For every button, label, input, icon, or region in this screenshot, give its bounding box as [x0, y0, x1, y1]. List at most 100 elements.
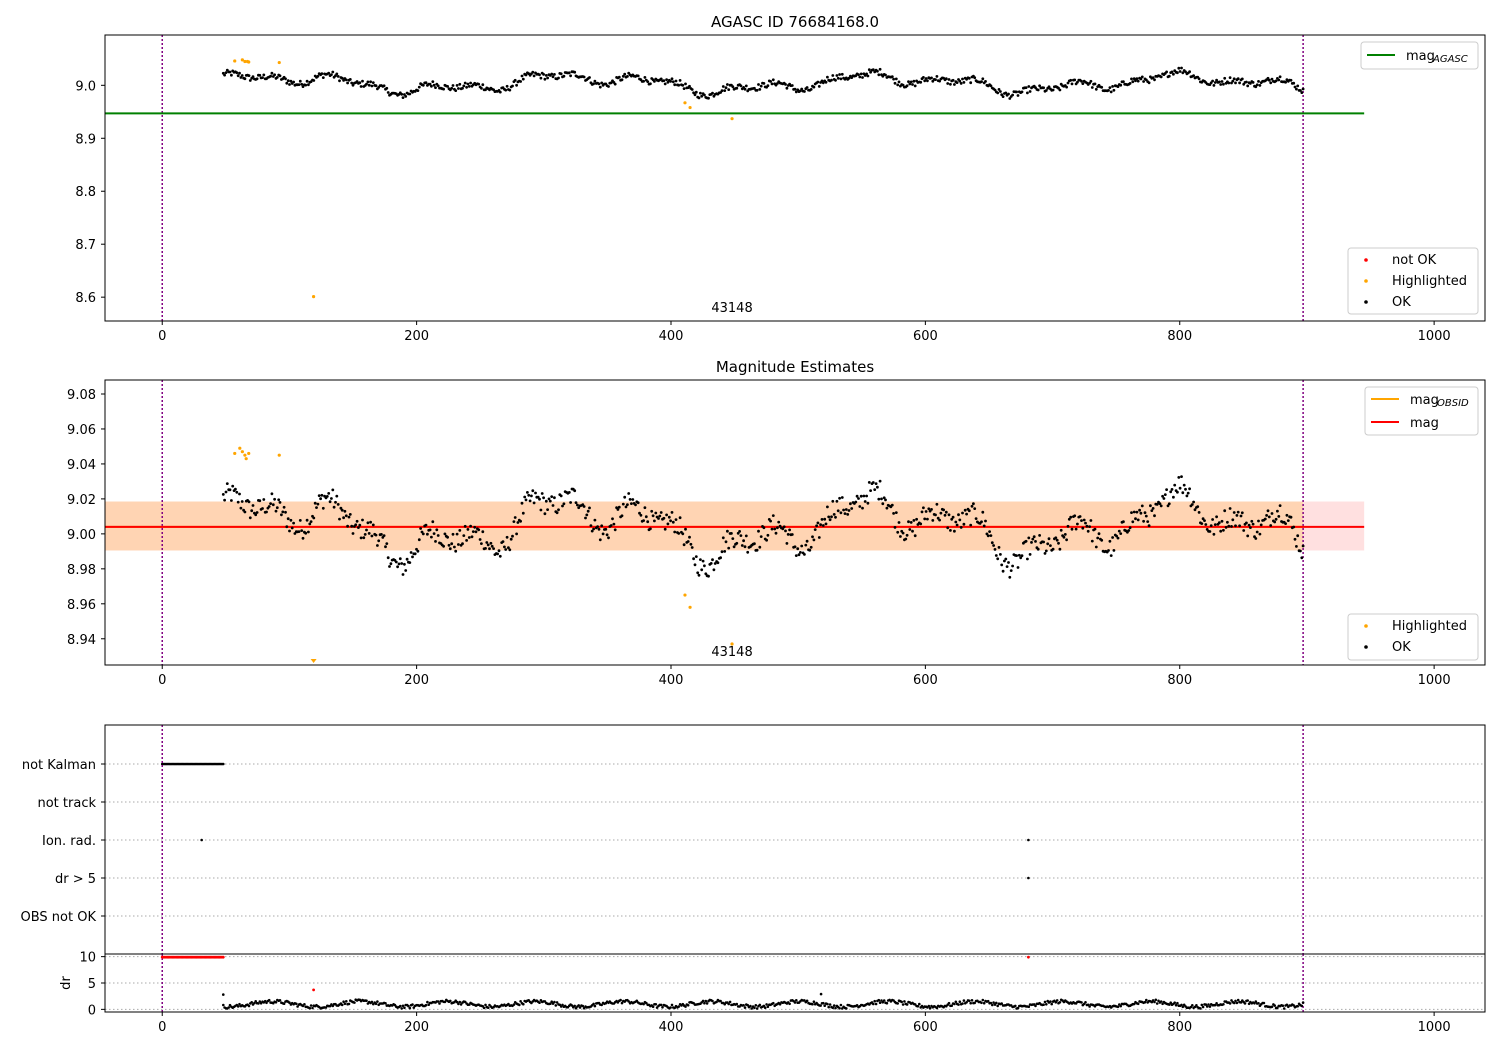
- panel2-ok-point: [1173, 483, 1177, 487]
- panel1-ok-point: [1240, 77, 1244, 81]
- panel1-ok-point: [421, 83, 425, 87]
- panel1-ok-point: [967, 76, 971, 80]
- panel2-ok-point: [1161, 494, 1164, 498]
- panel4-ok-point: [750, 1007, 753, 1010]
- panel2-ok-point: [908, 528, 912, 531]
- panel4-ok-point: [980, 1001, 983, 1005]
- panel2-ok-point: [588, 506, 591, 510]
- panel4-ok-point: [1143, 1000, 1147, 1004]
- panel2-ok-point: [759, 535, 763, 538]
- panel2-ok-point: [1005, 565, 1009, 568]
- panel4-ok-point: [819, 1004, 822, 1007]
- panel4-not-ok-point: [312, 988, 315, 992]
- panel2-ok-point: [1292, 525, 1296, 529]
- panel2-ok-point: [1009, 569, 1013, 572]
- panel2-ok-point: [1131, 520, 1135, 524]
- panel4-ok-point: [758, 1003, 762, 1007]
- panel2-highlighted-point: [730, 642, 734, 646]
- panel1-ok-point: [838, 73, 841, 76]
- panel4-ok-point: [1281, 1004, 1285, 1007]
- panel1-ok-point: [240, 74, 244, 77]
- panel4-ok-point: [399, 1004, 402, 1008]
- panel1-ok-point: [597, 82, 601, 86]
- panel4-ok-point: [1254, 1000, 1258, 1003]
- panel2-ok-point: [609, 524, 613, 527]
- panel1-ok-point: [731, 85, 735, 89]
- panel1-ok-point: [666, 80, 670, 84]
- panel1-ok-point: [711, 91, 714, 95]
- panel1-xtick-label-4: 800: [1167, 329, 1192, 344]
- panel2-ok-point: [280, 513, 283, 517]
- panel4-ok-point: [1236, 998, 1240, 1002]
- panel2-ok-point: [380, 533, 383, 536]
- panel2-ok-point: [1026, 557, 1029, 561]
- panel2-ok-point: [221, 493, 225, 496]
- panel4-ok-point: [257, 1002, 260, 1005]
- panel3-category-label-4: OBS not OK: [21, 910, 97, 925]
- panel1-ok-point: [659, 77, 663, 81]
- panel2-ok-point: [1196, 505, 1200, 508]
- panel1-ok-point: [1080, 79, 1083, 83]
- panel2-highlighted-point: [243, 453, 247, 457]
- panel4-ok-point: [965, 1001, 968, 1004]
- panel1-legend-lines-box: [1360, 41, 1479, 70]
- panel4-ok-point: [554, 1004, 558, 1007]
- panel2-ok-point: [762, 526, 766, 530]
- panel2-ok-point: [784, 529, 787, 533]
- panel2-ok-point: [942, 508, 945, 512]
- panel2-ok-point: [344, 514, 348, 518]
- panel1-ok-point: [930, 76, 933, 80]
- panel4-ok-point: [1155, 1002, 1159, 1005]
- panel3-flag-point: [200, 838, 203, 842]
- panel2-ok-point: [681, 532, 685, 536]
- panel1-ok-point: [1245, 80, 1248, 84]
- panel1-ok-point: [727, 88, 731, 91]
- panel2-ok-point: [1100, 538, 1104, 542]
- panel4-ok-point: [555, 1001, 559, 1004]
- panel2-axes-frame: [104, 379, 1486, 666]
- panel1-ok-point: [417, 85, 421, 89]
- panel2-ok-point: [707, 574, 710, 578]
- panel1-ok-point: [958, 79, 962, 83]
- panel2-ok-point: [861, 506, 864, 510]
- panel2-ok-point: [534, 491, 537, 495]
- panel2-ok-point: [885, 506, 889, 510]
- panel2-ok-point: [1176, 490, 1179, 494]
- panel2-ok-point: [369, 520, 372, 524]
- panel2-ok-point: [367, 532, 371, 535]
- panel4-ok-point: [600, 1003, 603, 1007]
- panel2-ok-point: [1200, 522, 1204, 525]
- panel2-ok-point: [808, 548, 812, 552]
- panel1-ok-point: [228, 70, 232, 74]
- panel1-ok-point: [707, 96, 710, 100]
- panel4-ok-point: [877, 998, 881, 1002]
- panel4-ok-point: [370, 1000, 374, 1004]
- panel2-ok-point: [1151, 507, 1155, 510]
- panel1-ok-point: [371, 81, 375, 84]
- panel2-ok-point: [616, 508, 620, 511]
- panel2-ok-point: [1032, 535, 1036, 539]
- panel1-ok-point: [826, 75, 829, 79]
- panel2-ok-point: [508, 548, 512, 552]
- panel2-ok-point: [448, 547, 452, 551]
- panel1-ok-point: [771, 78, 775, 82]
- panel2-ok-point: [626, 503, 629, 506]
- panel2-ok-point: [320, 493, 324, 497]
- panel2-ok-point: [543, 512, 547, 516]
- panel2-ok-point: [758, 545, 762, 549]
- panel1-ok-point: [623, 72, 627, 76]
- panel2-ok-point: [862, 494, 866, 498]
- panel2-legend-points-box: [1347, 613, 1479, 661]
- panel2-ok-point: [694, 555, 698, 558]
- panel2-ok-point: [947, 513, 951, 517]
- panel1-ok-point: [646, 80, 650, 83]
- panel1-ok-point: [551, 75, 555, 79]
- panel2-ok-point: [481, 530, 485, 534]
- panel1-ok-point: [1112, 88, 1116, 92]
- panel2-ok-point: [559, 494, 563, 498]
- panel1-ok-point: [1069, 78, 1073, 82]
- panel2-ok-point: [951, 515, 955, 519]
- panel2-ok-point: [1081, 526, 1085, 530]
- panel2-ok-point: [1278, 504, 1282, 507]
